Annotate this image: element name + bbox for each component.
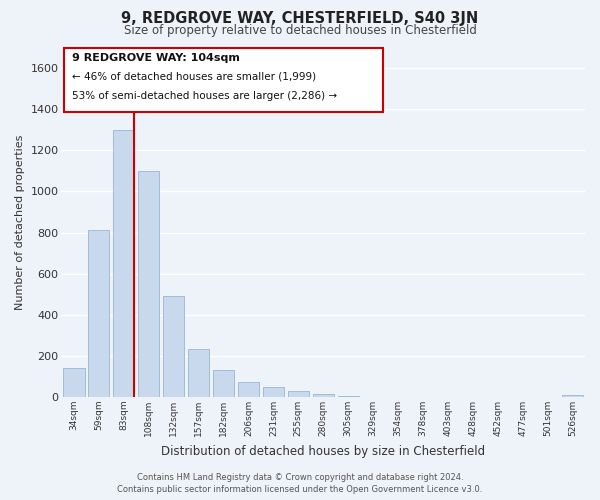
Text: 9 REDGROVE WAY: 104sqm: 9 REDGROVE WAY: 104sqm bbox=[72, 52, 240, 62]
Bar bbox=[313, 394, 334, 397]
Text: ← 46% of detached houses are smaller (1,999): ← 46% of detached houses are smaller (1,… bbox=[72, 72, 316, 82]
Text: Size of property relative to detached houses in Chesterfield: Size of property relative to detached ho… bbox=[124, 24, 476, 37]
Bar bbox=[562, 394, 583, 397]
Text: Contains HM Land Registry data © Crown copyright and database right 2024.
Contai: Contains HM Land Registry data © Crown c… bbox=[118, 472, 482, 494]
Bar bbox=[288, 392, 309, 397]
Bar bbox=[113, 130, 134, 397]
Text: 9, REDGROVE WAY, CHESTERFIELD, S40 3JN: 9, REDGROVE WAY, CHESTERFIELD, S40 3JN bbox=[121, 11, 479, 26]
Bar bbox=[263, 386, 284, 397]
Bar bbox=[338, 396, 359, 397]
Bar bbox=[213, 370, 234, 397]
Bar bbox=[188, 348, 209, 397]
Bar bbox=[163, 296, 184, 397]
Y-axis label: Number of detached properties: Number of detached properties bbox=[15, 134, 25, 310]
X-axis label: Distribution of detached houses by size in Chesterfield: Distribution of detached houses by size … bbox=[161, 444, 485, 458]
Bar bbox=[64, 368, 85, 397]
Bar bbox=[88, 230, 109, 397]
Bar bbox=[238, 382, 259, 397]
Text: 53% of semi-detached houses are larger (2,286) →: 53% of semi-detached houses are larger (… bbox=[72, 91, 337, 101]
FancyBboxPatch shape bbox=[64, 48, 383, 112]
Bar bbox=[138, 171, 160, 397]
